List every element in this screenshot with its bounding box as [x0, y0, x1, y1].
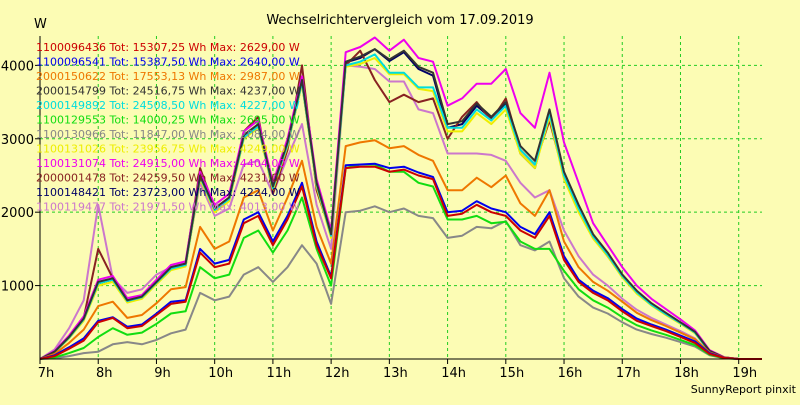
series-line-2000154799 [39, 48, 762, 360]
series-line-1100130966 [39, 205, 762, 360]
y-tick-label: 2000 [1, 206, 34, 221]
legend-entry-2000149892: 2000149892 Tot: 24508,50 Wh Max: 4227,00… [36, 99, 300, 112]
legend-entry-1100129553: 1100129553 Tot: 14000,25 Wh Max: 2695,00… [36, 114, 300, 127]
legend-entry-1100096541: 1100096541 Tot: 15387,50 Wh Max: 2640,00… [36, 56, 300, 69]
x-tick-label: 12h [325, 366, 350, 381]
legend-entry-1100148421: 1100148421 Tot: 23723,00 Wh Max: 4224,00… [36, 186, 300, 199]
x-tick-label: 19h [732, 366, 757, 381]
axes: 7h 8h 9h 10h 11h 12h 13h 14h 15h 16h 17h 18h 19h 1000… [1, 36, 762, 381]
legend-entry-2000154799: 2000154799 Tot: 24516,75 Wh Max: 4237,00… [36, 85, 300, 98]
x-tick-label: 16h [558, 366, 583, 381]
x-tick-label: 8h [96, 366, 113, 381]
legend-entry-1100131026: 1100131026 Tot: 23956,75 Wh Max: 4249,00… [36, 143, 300, 156]
legend-entry-1100096436: 1100096436 Tot: 15307,25 Wh Max: 2629,00… [36, 41, 300, 54]
x-tick-label: 7h [38, 366, 55, 381]
x-tick-label: 17h [616, 366, 641, 381]
series-line-1100096541 [39, 162, 762, 360]
x-tick-label: 9h [154, 366, 171, 381]
legend-entry-2000150622: 2000150622 Tot: 17553,13 Wh Max: 2987,00… [36, 70, 300, 83]
x-tick-label: 10h [208, 366, 233, 381]
y-axis-unit-label: W [34, 17, 47, 32]
series-line-1100119477 [39, 64, 762, 360]
legend: 1100096436 Tot: 15307,25 Wh Max: 2629,00… [36, 41, 300, 214]
series-line-2000150622 [39, 139, 762, 360]
legend-entry-1100130966: 1100130966 Tot: 11847,00 Wh Max: 2084,00… [36, 128, 300, 141]
x-tick-label: 13h [383, 366, 408, 381]
x-tick-label: 15h [499, 366, 524, 381]
chart-title: Wechselrichtervergleich vom 17.09.2019 [266, 13, 533, 28]
x-tick-label: 11h [267, 366, 292, 381]
y-tick-label: 3000 [1, 133, 34, 148]
grid-lines [39, 36, 762, 359]
x-tick-label: 14h [441, 366, 466, 381]
legend-entry-2000001478: 2000001478 Tot: 24259,50 Wh Max: 4231,00… [36, 172, 300, 185]
series-line-1100096436 [39, 165, 762, 360]
plot-area [40, 36, 762, 359]
y-tick-label: 4000 [1, 59, 34, 74]
x-tick-label: 18h [674, 366, 699, 381]
series-lines [39, 36, 762, 360]
legend-entry-1100131074: 1100131074 Tot: 24915,00 Wh Max: 4404,00… [36, 157, 300, 170]
y-tick-label: 1000 [1, 280, 34, 295]
series-line-1100131074 [39, 36, 762, 360]
series-line-1100129553 [39, 163, 762, 360]
footer-credit: SunnyReport pinxit [691, 383, 797, 396]
legend-entry-1100119477: 1100119477 Tot: 21971,50 Wh Max: 4013,00… [36, 201, 300, 214]
